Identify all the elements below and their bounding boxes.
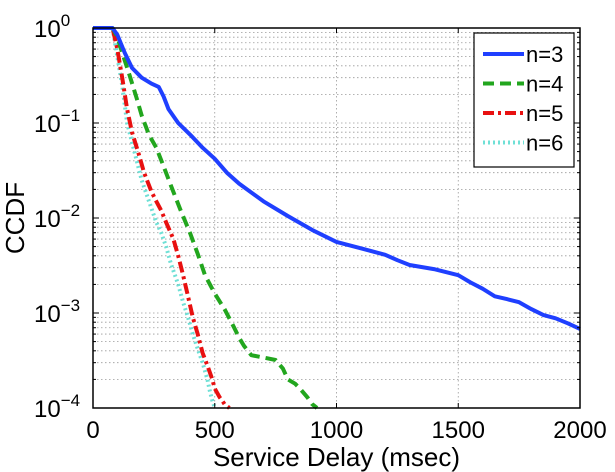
- y-tick-label: 100: [34, 11, 70, 43]
- y-tick-label-exponent: −4: [61, 391, 80, 410]
- y-tick-label-exponent: −2: [61, 201, 80, 220]
- legend-label-n-5: n=5: [526, 101, 563, 126]
- y-tick-label-base: 10: [34, 206, 61, 233]
- y-tick-label-base: 10: [34, 396, 61, 423]
- y-tick-label-base: 10: [34, 111, 61, 138]
- x-axis-label: Service Delay (msec): [213, 442, 460, 472]
- x-tick-label: 1500: [432, 417, 485, 444]
- legend-label-n-4: n=4: [526, 72, 563, 97]
- series-line-n-5: [93, 26, 231, 410]
- y-tick-label: 10−3: [34, 296, 80, 328]
- y-tick-label-exponent: −3: [61, 296, 80, 315]
- y-tick-label: 10−4: [34, 391, 80, 423]
- y-tick-label-base: 10: [34, 301, 61, 328]
- y-tick-label: 10−1: [34, 106, 80, 138]
- x-tick-label: 1000: [310, 417, 363, 444]
- x-tick-label: 2000: [553, 417, 606, 444]
- ticks: [92, 27, 581, 409]
- y-tick-label: 10−2: [34, 201, 80, 233]
- legend-label-n-3: n=3: [526, 42, 563, 67]
- series-line-n-3: [93, 26, 581, 331]
- legend-label-n-6: n=6: [526, 131, 563, 156]
- series-line-n-4: [93, 26, 319, 410]
- x-tick-label: 0: [86, 417, 99, 444]
- legend: n=3 n=4 n=5 n=6: [473, 32, 575, 168]
- x-tick-label: 500: [195, 417, 235, 444]
- y-axis-label: CCDF: [0, 182, 30, 254]
- y-tick-label-exponent: 0: [61, 11, 70, 30]
- y-tick-label-base: 10: [34, 16, 61, 43]
- y-tick-label-exponent: −1: [61, 106, 80, 125]
- series-layer: [93, 26, 581, 410]
